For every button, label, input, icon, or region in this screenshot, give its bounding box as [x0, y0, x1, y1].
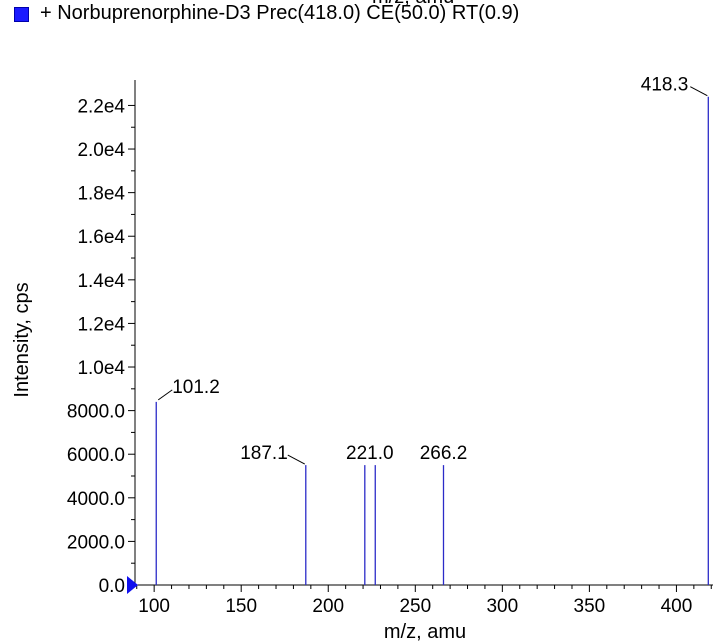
peak-label: 187.1	[240, 443, 288, 464]
y-tick-label: 1.6e4	[77, 227, 125, 248]
y-tick-label: 2000.0	[67, 532, 125, 553]
x-tick-label: 200	[312, 596, 344, 617]
y-tick-label: 1.2e4	[77, 314, 125, 335]
peak-label: 221.0	[346, 443, 394, 464]
legend-swatch	[14, 7, 29, 22]
x-tick-label: 250	[399, 596, 431, 617]
x-tick-label: 100	[138, 596, 170, 617]
y-tick-label: 6000.0	[67, 445, 125, 466]
y-tick-label: 2.2e4	[77, 96, 125, 117]
y-tick-label: 4000.0	[67, 489, 125, 510]
peaks-layer: 101.2 187.1 221.0 266.2 418.3	[127, 75, 709, 594]
y-axis: 0.0 2000.0 4000.0 6000.0 8000.0 1.0e4 1.2e4 1.4…	[67, 80, 136, 597]
x-tick-label: 350	[574, 596, 606, 617]
peak-label-leader	[287, 454, 306, 465]
y-tick-label: 1.8e4	[77, 184, 125, 205]
y-tick-label: 8000.0	[67, 402, 125, 423]
y-tick-label: 0.0	[99, 576, 125, 597]
x-axis-label: m/z, amu	[384, 621, 466, 642]
x-axis: 100 150 200 250 300 350 400	[135, 584, 713, 617]
peak-label-leader	[157, 389, 173, 401]
y-tick-label: 1.0e4	[77, 358, 125, 379]
y-axis-label: Intensity, cps	[11, 282, 33, 397]
y-tick-label: 1.4e4	[77, 271, 125, 292]
clipped-axis-title-top: m/z, amu	[372, 0, 454, 9]
x-tick-label: 150	[225, 596, 257, 617]
peak-label-leader	[690, 86, 708, 97]
peak-label: 266.2	[420, 443, 468, 464]
y-tick-label: 2.0e4	[77, 140, 125, 161]
x-tick-label: 400	[661, 596, 693, 617]
x-tick-label: 300	[486, 596, 518, 617]
peak-label: 101.2	[172, 377, 220, 398]
legend-label: + Norbuprenorphine-D3 Prec(418.0) CE(50.…	[40, 2, 520, 24]
peak-label: 418.3	[641, 75, 689, 96]
baseline-marker	[127, 576, 138, 594]
